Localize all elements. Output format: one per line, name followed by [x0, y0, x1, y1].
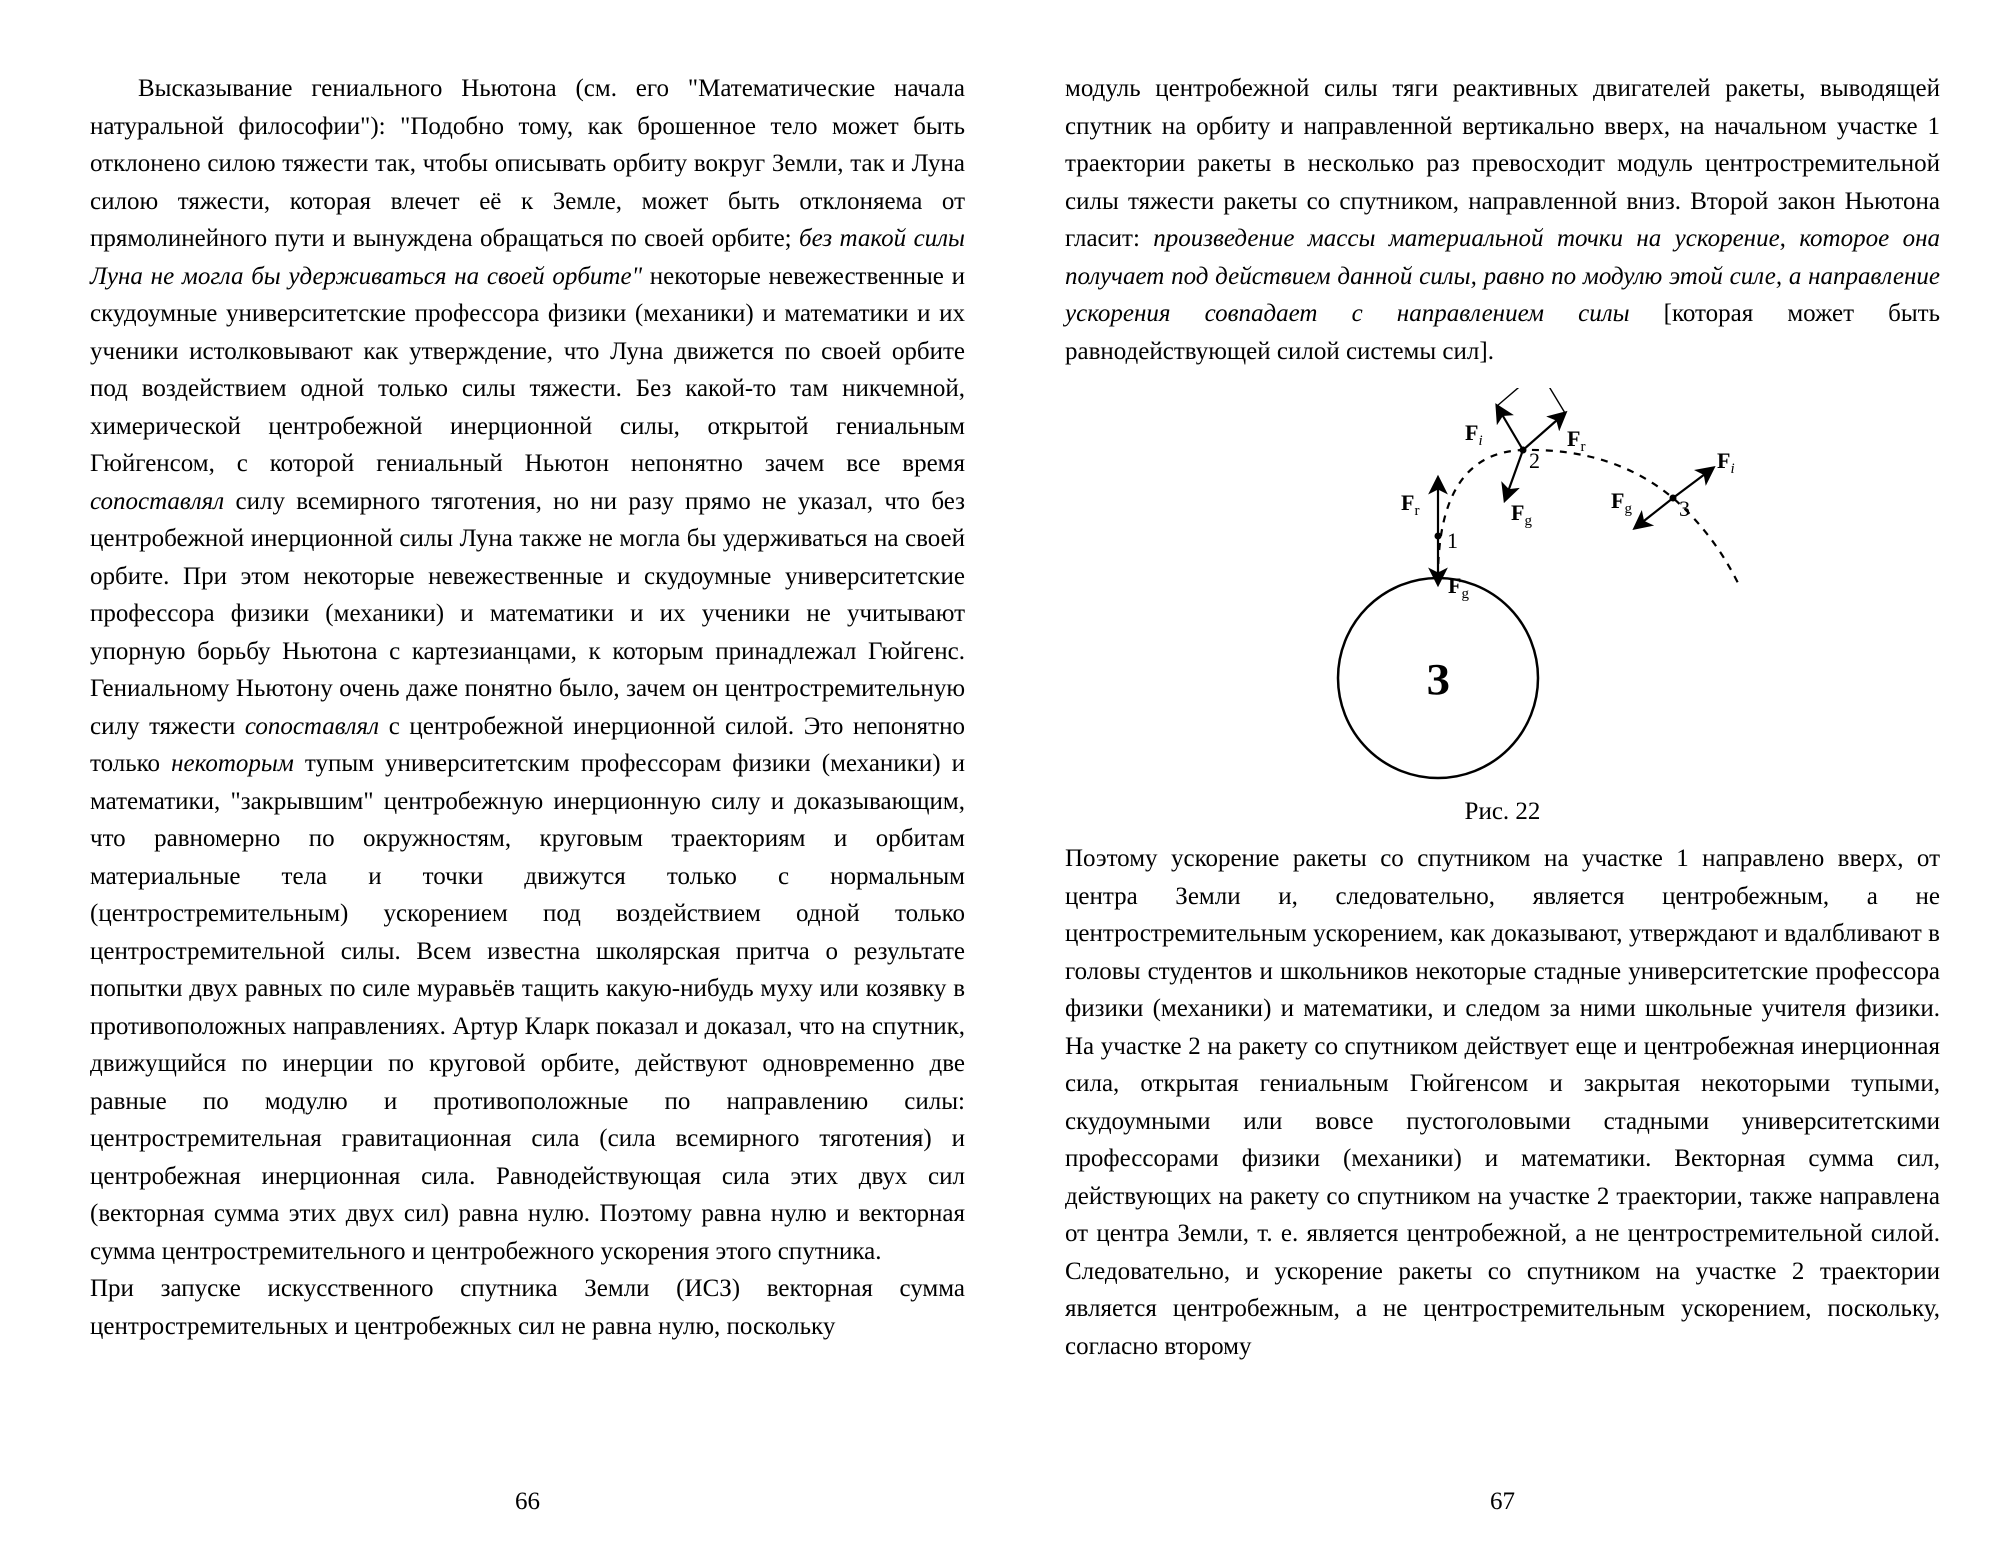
text-run: При запуске искусственного спутника Земл…: [90, 1275, 965, 1340]
page-right: модуль центробежной силы тяги реактивных…: [1015, 70, 1940, 1516]
left-paragraph-1: Высказывание гениального Ньютона (см. ег…: [90, 70, 965, 1270]
point-3-label: 3: [1679, 496, 1690, 521]
italic-run: сопоставлял: [90, 488, 224, 515]
point-2-dot: [1519, 447, 1526, 454]
text-run: Поэтому ускорение ракеты со спутником на…: [1065, 845, 1940, 1360]
point-2-label: 2: [1529, 448, 1540, 473]
label-Fr-1: Fr: [1401, 490, 1419, 519]
label-Fg-2: Fg: [1511, 500, 1532, 529]
point-3: 3 Fi Fg: [1611, 448, 1735, 528]
page-left: Высказывание гениального Ньютона (см. ег…: [90, 70, 1015, 1516]
label-Fi-2: Fi: [1465, 420, 1483, 449]
figure-caption: Рис. 22: [1465, 798, 1541, 826]
parallelogram-edge-b: [1539, 388, 1565, 413]
italic-run: сопоставлял: [245, 713, 379, 740]
vector-Fg-3: [1635, 498, 1673, 528]
point-1-dot: [1434, 533, 1441, 540]
page-number-left: 66: [90, 1468, 965, 1516]
parallelogram-edge-a: [1497, 388, 1539, 406]
right-paragraph-1: модуль центробежной силы тяги реактивных…: [1065, 70, 1940, 370]
right-paragraph-2: Поэтому ускорение ракеты со спутником на…: [1065, 840, 1940, 1365]
text-run: тупым университетским профессорам физики…: [90, 750, 965, 1265]
text-run: силу всемирного тяготения, но ни разу пр…: [90, 488, 965, 740]
earth-label: З: [1426, 655, 1449, 704]
point-3-dot: [1669, 495, 1676, 502]
figure-22-svg: З 1 Fr Fg: [1243, 388, 1763, 788]
label-Fg-3: Fg: [1611, 488, 1632, 517]
vector-Fi-2: [1497, 406, 1523, 450]
label-Fr-2: Fr: [1567, 426, 1585, 455]
text-run: некоторые невежественные и скудоумные ун…: [90, 263, 965, 478]
point-1-label: 1: [1447, 528, 1458, 553]
vector-Fi-3: [1673, 468, 1713, 498]
trajectory-path: [1438, 450, 1738, 583]
figure-22: З 1 Fr Fg: [1065, 388, 1940, 826]
label-Fi-3: Fi: [1717, 448, 1735, 477]
vector-Fr-2: [1523, 413, 1565, 450]
italic-run: некоторым: [171, 750, 294, 777]
label-Fg-1: Fg: [1448, 573, 1469, 602]
point-2: 2 Fi Fr Fg: [1465, 388, 1585, 529]
left-paragraph-2: При запуске искусственного спутника Земл…: [90, 1270, 965, 1345]
vector-Fg-2: [1505, 450, 1523, 500]
page-number-right: 67: [1065, 1468, 1940, 1516]
